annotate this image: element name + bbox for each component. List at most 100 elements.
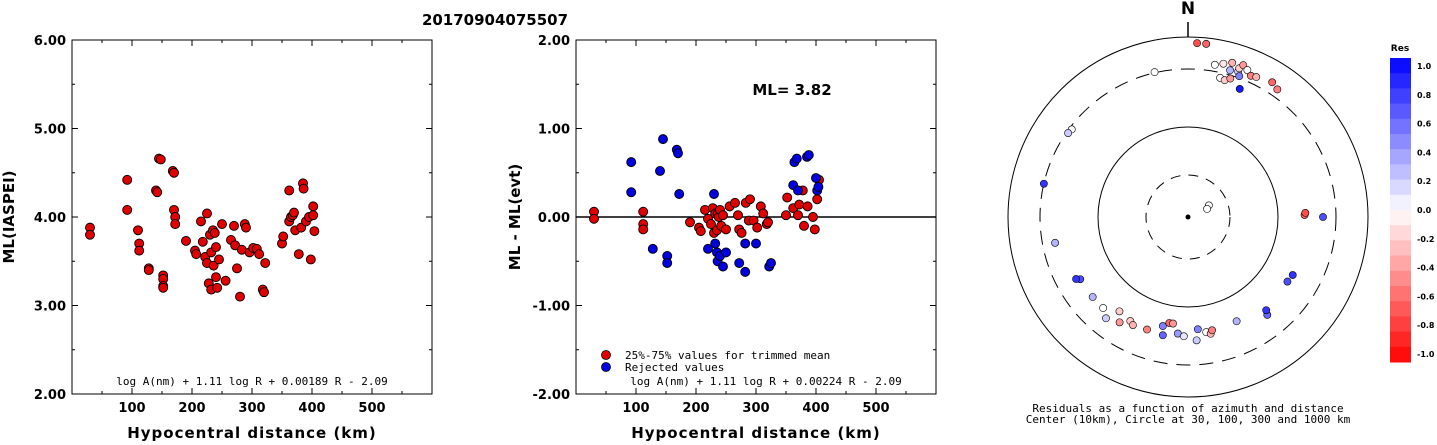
- station-marker: [1192, 336, 1201, 345]
- ml-distance-plot: 2.00 3.00 4.00 5.00 6.00 100 200 300 400 500 log…: [0, 34, 433, 442]
- station-marker: [1039, 179, 1048, 188]
- plot1-point: [209, 227, 220, 238]
- colorbar-segment: [1390, 118, 1411, 135]
- plot1-xtick-label: 200: [178, 401, 205, 416]
- colorbar-tick-label: 0.8: [1417, 91, 1432, 100]
- figure-title: 20170904075507: [422, 11, 568, 29]
- plot2-trimmed-point: [812, 194, 823, 205]
- station-marker: [1143, 325, 1151, 334]
- colorbar-tick-label: 0.0: [1417, 206, 1432, 215]
- plot2-x-axis-label: Hypocentral distance (km): [631, 424, 881, 441]
- station-marker: [1235, 85, 1244, 93]
- plot1-point: [152, 187, 163, 198]
- station-marker: [1072, 275, 1080, 283]
- colorbar-segment: [1390, 134, 1411, 150]
- plot2-rejected-point: [734, 258, 745, 268]
- plot2-trimmed-point: [809, 224, 820, 235]
- plot2-rejected-point: [751, 238, 761, 249]
- colorbar-segment: [1390, 149, 1411, 165]
- station-marker: [1203, 204, 1211, 213]
- plot2-rejected-point: [626, 187, 637, 198]
- plot2-rejected-point: [803, 150, 814, 161]
- colorbar-tick-label: -0.8: [1417, 321, 1435, 330]
- colorbar-segment: [1390, 346, 1411, 363]
- plot2-formula: log A(nm) + 1.11 log R + 0.00224 R - 2.0…: [630, 375, 902, 388]
- colorbar-segment: [1390, 225, 1411, 241]
- plot1-x-axis-label: Hypocentral distance (km): [127, 424, 377, 441]
- station-marker: [1273, 85, 1282, 94]
- plot2-trimmed-point: [638, 206, 649, 217]
- station-marker: [1179, 332, 1188, 341]
- station-marker: [1115, 318, 1124, 327]
- colorbar-segment: [1390, 103, 1411, 120]
- plot2-rejected-point: [710, 238, 721, 249]
- plot1-xtick-label: 100: [118, 401, 145, 416]
- plot2-ytick-label: 2.00: [538, 34, 570, 49]
- station-marker: [1208, 326, 1216, 335]
- plot1-point: [211, 272, 221, 283]
- station-marker: [1193, 39, 1202, 48]
- colorbar-segment: [1390, 240, 1411, 257]
- plot1-point: [212, 282, 223, 293]
- plot2-rejected-point: [647, 243, 658, 254]
- plot1-ytick-label: 4.00: [34, 211, 66, 226]
- plot2-y-ticks: -2.00 -1.00 0.00 1.00 2.00: [533, 34, 936, 403]
- north-label: N: [1181, 0, 1195, 19]
- colorbar-segment: [1390, 179, 1411, 196]
- colorbar-segment: [1390, 301, 1411, 317]
- colorbar-tick-label: -0.2: [1417, 235, 1435, 244]
- station-marker: [1051, 238, 1059, 247]
- station-marker: [1088, 293, 1097, 301]
- colorbar-segment: [1390, 331, 1411, 348]
- plot1-point: [308, 210, 319, 221]
- plot2-trimmed-point: [782, 192, 793, 203]
- plot2-ytick-label: -1.00: [533, 300, 570, 315]
- plot2-ytick-label: 0.00: [538, 211, 570, 226]
- plot2-xtick-label: 100: [622, 401, 649, 416]
- plot2-trimmed-point: [793, 210, 803, 221]
- plot1-point: [133, 225, 143, 236]
- plot1-y-axis-label: ML(IASPEI): [0, 170, 18, 263]
- plot1-point: [211, 242, 221, 253]
- plot1-point: [298, 183, 309, 194]
- plot1-point: [170, 219, 181, 230]
- plot1-point: [202, 208, 212, 219]
- plot2-rejected-point: [709, 189, 719, 199]
- plot2-trimmed-point: [763, 217, 773, 228]
- station-marker: [1210, 60, 1219, 69]
- plot1-point: [197, 236, 208, 247]
- ring-100km: [1097, 126, 1279, 308]
- plot2-trimmed-point: [685, 217, 695, 228]
- plot2-trimmed-point: [752, 222, 763, 233]
- colorbar-segment: [1390, 88, 1411, 105]
- center-dot: [1185, 214, 1191, 220]
- plot1-ytick-label: 3.00: [34, 300, 66, 315]
- plot2-rejected-point: [793, 185, 803, 196]
- station-marker: [1268, 78, 1277, 87]
- station-marker: [1262, 306, 1271, 315]
- plot2-trimmed-point: [758, 208, 769, 219]
- plot2-x-ticks: 100 200 300 400 500: [605, 40, 907, 416]
- plot1-point: [259, 287, 269, 298]
- plot2-rejected-point: [721, 247, 731, 258]
- plot2-trimmed-point: [638, 224, 649, 235]
- plot1-ytick-label: 6.00: [34, 34, 66, 49]
- plot1-frame: [71, 39, 433, 395]
- plot2-trimmed-point: [706, 219, 716, 230]
- colorbar-segment: [1390, 73, 1411, 89]
- plot2-trimmed-point: [781, 210, 791, 221]
- station-marker: [1283, 277, 1292, 286]
- plot1-formula: log A(nm) + 1.11 log R + 0.00189 R - 2.0…: [116, 375, 388, 388]
- plot2-rejected-point: [655, 166, 665, 176]
- colorbar-tick-label: -1.0: [1417, 350, 1435, 359]
- plot2-rejected-point: [791, 153, 802, 164]
- plot2-rejected-point: [626, 157, 637, 168]
- plot2-xtick-label: 500: [862, 401, 889, 416]
- plot1-point: [191, 249, 202, 260]
- plot2-trimmed-point: [808, 212, 818, 222]
- station-marker: [1252, 73, 1261, 81]
- station-marker: [1319, 213, 1327, 221]
- plot1-point: [293, 249, 304, 260]
- legend-rejected-marker: [601, 362, 611, 372]
